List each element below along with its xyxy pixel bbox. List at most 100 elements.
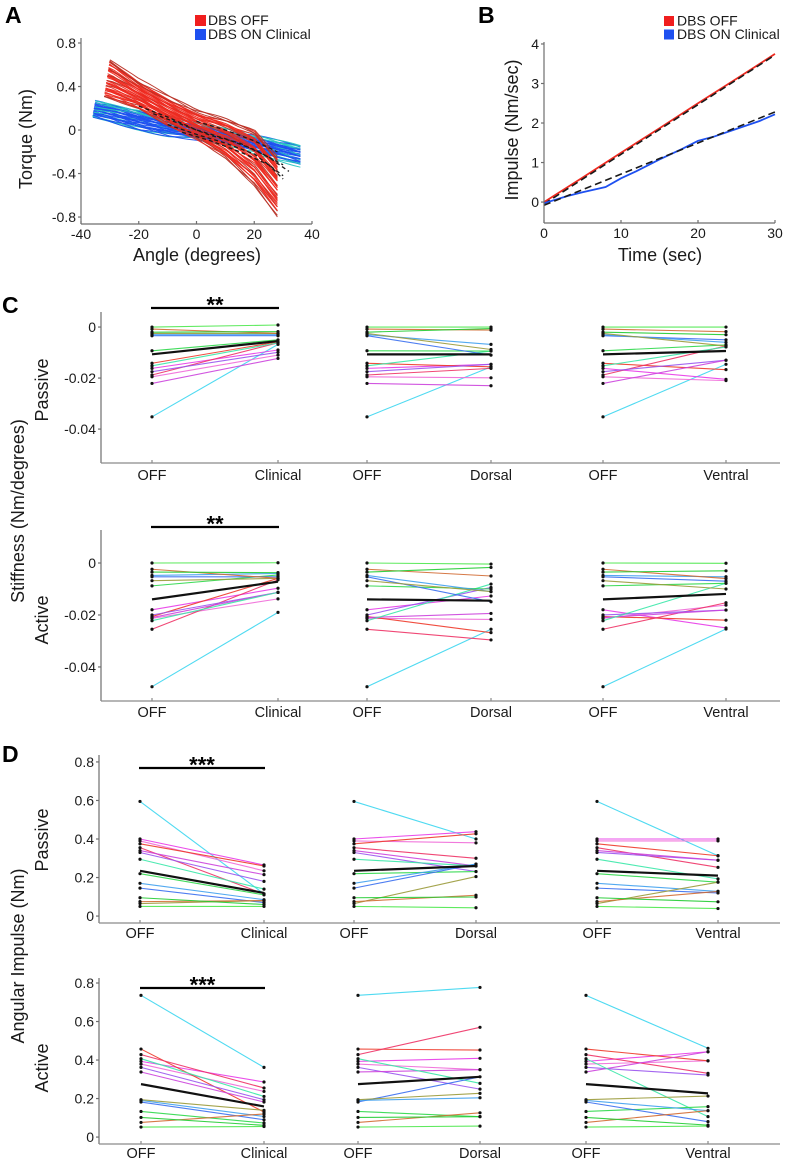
subject-line: [602, 363, 727, 418]
subject-line: [366, 615, 492, 634]
y-tick-label: 0.4: [75, 831, 95, 847]
data-point-off: [601, 325, 605, 329]
data-point-off: [595, 904, 599, 909]
data-point-on: [706, 1120, 710, 1124]
data-point-on: [716, 858, 720, 862]
legend-label: DBS ON Clinical: [208, 26, 311, 42]
y-tick-label: 0.8: [75, 975, 95, 991]
data-point-off: [352, 799, 356, 804]
data-point-on: [262, 902, 266, 907]
category-label-off: OFF: [138, 468, 167, 484]
data-point-on: [489, 587, 493, 591]
y-tick-label: 2: [531, 115, 539, 131]
row-title: Passive: [32, 808, 52, 871]
subject-line: [366, 617, 492, 620]
data-point-on: [474, 874, 478, 879]
row-passive: Passive 0 -0.02 -0.04 OFF Clinical ** OFF Dorsal…: [32, 293, 780, 485]
data-point-off: [365, 373, 369, 377]
data-point-off: [139, 1062, 143, 1066]
data-point-on: [724, 561, 728, 565]
trial-curve: [108, 67, 278, 172]
data-point-off: [352, 900, 356, 904]
subject-line: [353, 858, 477, 867]
data-point-on: [724, 325, 728, 329]
data-point-on: [489, 594, 493, 598]
data-point-off: [365, 685, 369, 689]
data-point-off: [139, 1065, 143, 1069]
data-point-on: [489, 384, 493, 388]
data-point-off: [601, 619, 605, 623]
data-point-off: [365, 570, 369, 574]
data-point-on: [262, 1086, 266, 1090]
data-point-on: [706, 1073, 710, 1077]
subject-line: [140, 1099, 265, 1118]
data-point-on: [478, 985, 482, 990]
comparison-clinical: OFF Clinical **: [138, 293, 302, 485]
category-label-dorsal: Dorsal: [459, 1146, 501, 1160]
subject-line: [602, 346, 727, 367]
data-point-on: [724, 608, 728, 612]
data-point-on: [474, 837, 478, 841]
subject-line: [366, 568, 492, 577]
data-point-off: [139, 1120, 143, 1125]
data-point-on: [724, 618, 728, 622]
x-tick-label: 0: [540, 225, 548, 241]
subject-line: [151, 572, 279, 577]
mean-line: [151, 339, 279, 356]
data-point-on: [724, 569, 728, 573]
data-point-on: [724, 333, 728, 337]
data-point-on: [478, 1087, 482, 1091]
data-point-off: [150, 567, 154, 571]
subject-line: [366, 574, 492, 593]
data-point-off: [584, 1109, 588, 1114]
data-point-on: [474, 856, 478, 860]
data-point-on: [478, 1091, 482, 1095]
data-point-on: [724, 379, 728, 383]
data-point-on: [706, 1059, 710, 1063]
y-axis-title: Angular Impulse (Nm): [8, 868, 28, 1043]
comparison-ventral: OFF Ventral: [583, 799, 741, 942]
subject-line: [585, 1125, 709, 1128]
y-tick-label: -0.02: [64, 607, 96, 623]
x-axis-title: Angle (degrees): [133, 245, 261, 265]
data-point-on: [262, 1114, 266, 1119]
subject-line: [596, 897, 719, 903]
data-point-on: [724, 330, 728, 334]
data-point-off: [584, 1053, 588, 1057]
data-point-off: [138, 904, 142, 909]
comparison-clinical: OFF Clinical **: [138, 512, 302, 722]
data-point-on: [276, 597, 280, 601]
subject-line: [585, 1060, 709, 1065]
data-point-on: [478, 1111, 482, 1115]
data-point-on: [276, 353, 280, 357]
data-point-on: [716, 865, 720, 869]
data-point-on: [716, 900, 720, 904]
series-dbs-off: [103, 59, 278, 218]
subject-line: [357, 1116, 481, 1118]
subject-line: [602, 359, 727, 384]
data-point-off: [139, 1125, 143, 1129]
data-point-off: [356, 1059, 360, 1063]
data-point-off: [584, 993, 588, 997]
subject-line: [353, 833, 477, 845]
data-point-off: [365, 584, 369, 588]
data-point-on: [706, 1109, 710, 1113]
subject-line: [366, 363, 492, 373]
data-point-off: [365, 330, 369, 334]
category-label-off: OFF: [127, 1146, 156, 1160]
data-point-on: [262, 887, 266, 891]
data-point-on: [262, 873, 266, 877]
subject-line: [151, 343, 279, 418]
subject-line: [353, 894, 477, 903]
subject-line: [602, 582, 727, 622]
data-point-on: [716, 839, 720, 843]
subject-line: [139, 897, 265, 906]
panel-b-impulse-time: 0 1 2 3 4 0 10 20 30 Time (sec) Impulse (Nm/sec) DB…: [502, 13, 783, 266]
subject-line: [602, 576, 727, 582]
data-point-off: [138, 839, 142, 843]
data-point-off: [595, 896, 599, 900]
data-point-off: [352, 904, 356, 909]
data-point-on: [262, 1118, 266, 1122]
